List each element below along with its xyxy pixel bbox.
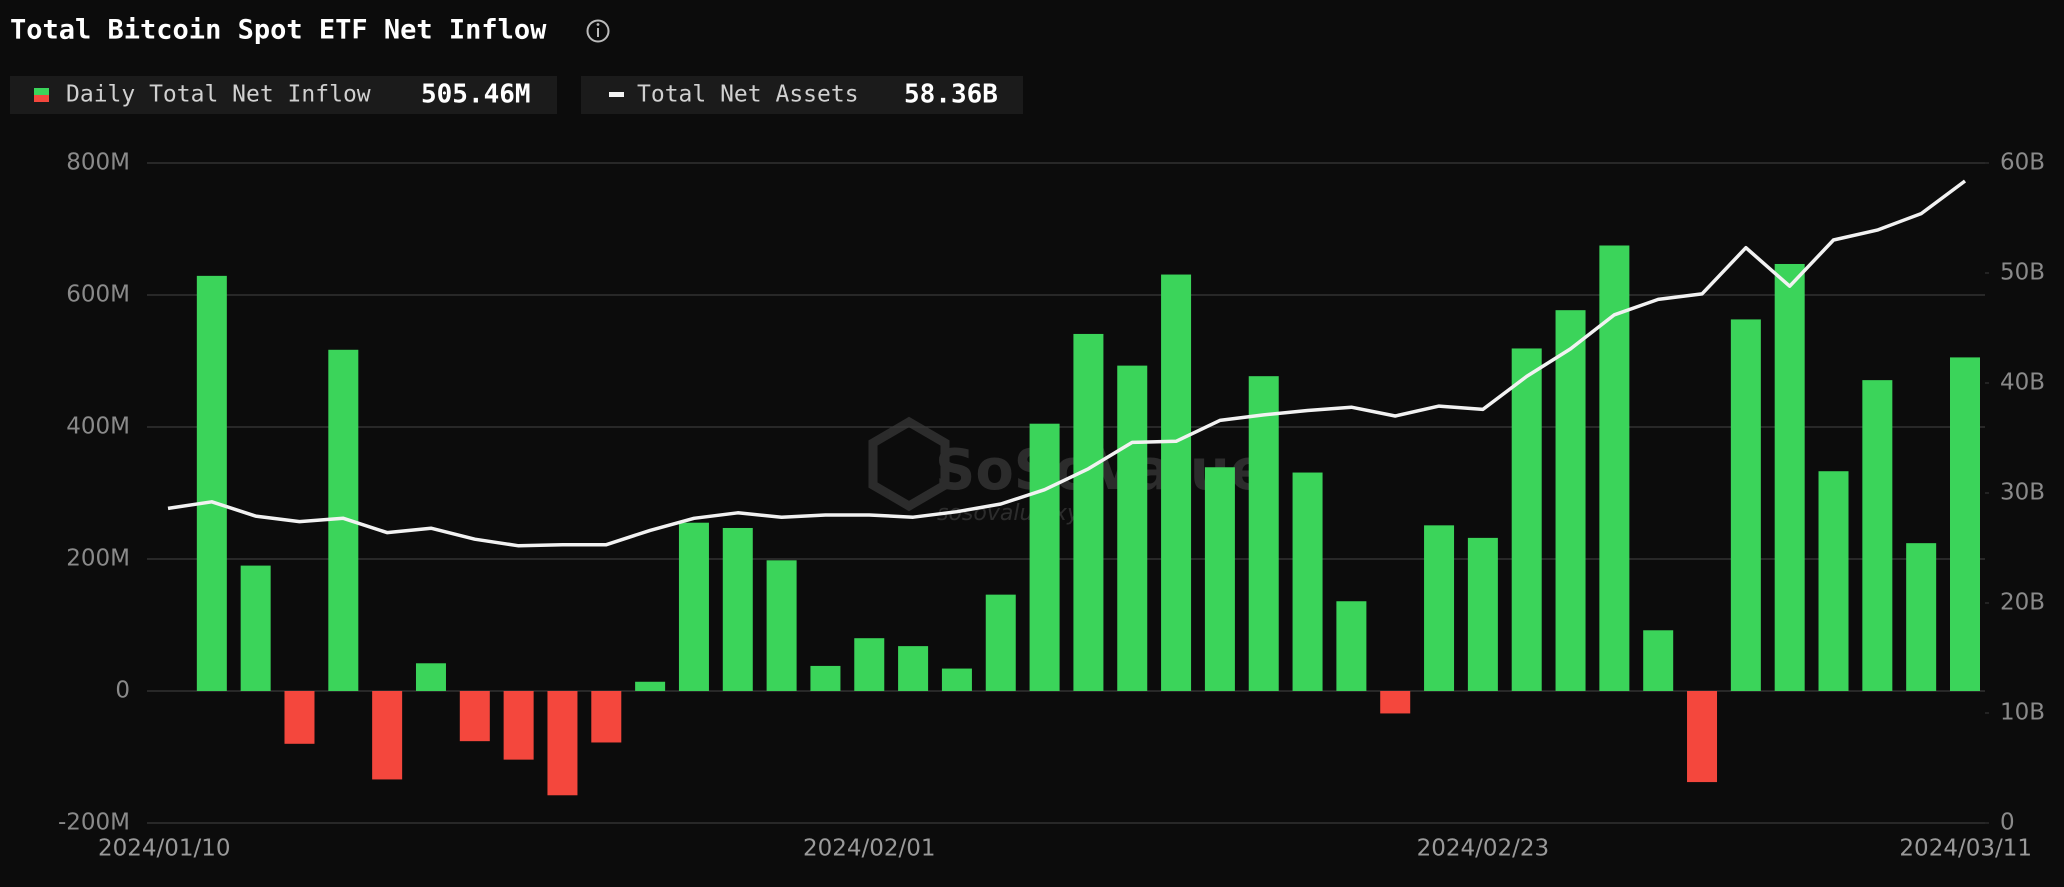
bar [635, 681, 666, 691]
y-tick-label: 600M [66, 282, 130, 308]
bar [941, 668, 972, 691]
y-tick-label: 200M [66, 546, 130, 572]
bar [415, 663, 446, 691]
y-tick-label: 0 [115, 678, 130, 704]
bar [854, 638, 885, 691]
bar [1336, 601, 1367, 691]
line [167, 179, 1967, 548]
legend-box [10, 76, 557, 114]
legend-marker [34, 88, 49, 95]
watermark-subtext: sosovalue.xyz [937, 501, 1092, 526]
bar [459, 691, 490, 742]
bar [1292, 472, 1323, 691]
bar [1073, 333, 1104, 691]
y-tick-label: 400M [66, 414, 130, 440]
bar [1687, 691, 1718, 783]
info-icon[interactable] [586, 19, 610, 43]
legend-value: 505.46M [421, 80, 531, 110]
legend-marker [609, 92, 624, 97]
legend-marker [34, 95, 49, 102]
bar [1599, 245, 1630, 691]
bar [1818, 471, 1849, 691]
bar [1555, 310, 1586, 691]
bar [591, 691, 622, 743]
bar [722, 527, 753, 691]
bar [1862, 380, 1893, 691]
x-tick-label: 2024/01/10 [98, 836, 231, 862]
y-tick-label: -200M [58, 810, 130, 836]
legend-value: 58.36B [904, 80, 998, 110]
bar [1029, 423, 1060, 691]
bar [1950, 357, 1980, 691]
bar [1380, 691, 1411, 714]
y2-tick-label: 50B [2000, 260, 2045, 286]
x-tick-label: 2024/02/01 [803, 836, 936, 862]
bar [240, 565, 271, 691]
y2-tick-label: 40B [2000, 370, 2045, 396]
bar [1774, 263, 1805, 691]
legend-box [581, 76, 1023, 114]
bar [1424, 525, 1455, 691]
y-tick-label: 800M [66, 150, 130, 176]
bar [898, 646, 929, 691]
bar [1730, 319, 1761, 691]
plot-area: -200M 0 200M 400M 600M 800M 0 10B 20B 30B 40B 50B 60… [58, 150, 2045, 862]
bar [1643, 630, 1674, 691]
x-tick-label: 2024/02/23 [1417, 836, 1550, 862]
bar [372, 691, 403, 780]
bar [810, 665, 841, 691]
bar [766, 560, 797, 691]
bar [1204, 467, 1235, 691]
bar [1511, 348, 1542, 691]
bar [1161, 274, 1192, 691]
bar [1248, 376, 1279, 691]
bar [1467, 537, 1498, 691]
bar [284, 691, 315, 744]
y2-tick-label: 60B [2000, 150, 2045, 176]
x-tick-label: 2024/03/11 [1899, 836, 2032, 862]
y2-tick-label: 10B [2000, 700, 2045, 726]
legend-label: Daily Total Net Inflow [66, 82, 371, 108]
y2-tick-label: 20B [2000, 590, 2045, 616]
y2-tick-label: 0 [2000, 810, 2015, 836]
bar [196, 275, 227, 691]
bar [678, 522, 709, 691]
bar [547, 691, 578, 796]
chart-title: Total Bitcoin Spot ETF Net Inflow [10, 15, 547, 46]
legend-label: Total Net Assets [637, 82, 859, 108]
bar [1906, 543, 1937, 691]
bar [1117, 365, 1148, 691]
y2-tick-label: 30B [2000, 480, 2045, 506]
bar [503, 691, 534, 760]
bar [985, 594, 1016, 691]
